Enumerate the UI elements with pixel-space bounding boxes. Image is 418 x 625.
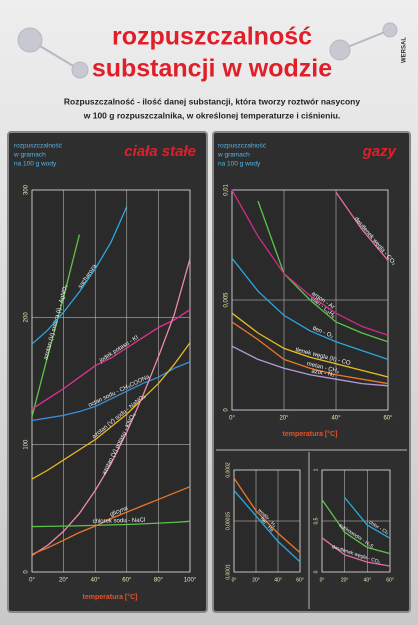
x-tick-label: 60° <box>386 577 394 583</box>
y-tick-label: 0 <box>224 408 230 412</box>
plot-area <box>31 189 191 573</box>
x-axis-label: temperatura [°C] <box>83 593 138 601</box>
x-tick-label: 40° <box>91 578 101 584</box>
series-line <box>335 191 389 261</box>
y-tick-label: 1 <box>313 468 319 471</box>
y-tick-label: 300 <box>24 184 30 195</box>
description-line: w 100 g rozpuszczalnika, w określonej te… <box>83 110 341 120</box>
y-tick-label: 0 <box>313 570 319 573</box>
panel-title: gazy <box>362 143 397 160</box>
description-line: Rozpuszczalność - ilość danej substancji… <box>64 96 360 106</box>
series-line <box>231 189 389 336</box>
series-line <box>31 309 191 410</box>
x-tick-label: 40° <box>364 577 372 583</box>
y-tick-label: 100 <box>24 439 30 450</box>
y-tick-label: 0,00015 <box>225 512 231 530</box>
series-line <box>31 206 128 345</box>
y-axis-label: rozpuszczalność <box>218 143 267 150</box>
x-tick-label: 60° <box>383 416 393 422</box>
x-axis-label: temperatura [°C] <box>283 430 338 438</box>
charts: ciała stałe rozpuszczalność w gramach na 10… <box>13 143 397 601</box>
series-label: azot - N₂ <box>311 369 336 379</box>
x-tick-label: 0° <box>229 416 235 422</box>
x-tick-label: 20° <box>341 577 349 583</box>
x-tick-label: 40° <box>274 577 282 583</box>
series-line <box>233 489 301 563</box>
title-line: rozpuszczalność <box>112 23 312 51</box>
x-tick-label: 20° <box>252 577 260 583</box>
series-line <box>321 537 391 567</box>
x-tick-label: 40° <box>331 416 341 422</box>
x-tick-label: 60° <box>296 577 304 583</box>
x-tick-label: 80° <box>154 578 164 584</box>
series-line <box>231 321 389 385</box>
title-line: substancji w wodzie <box>92 55 332 83</box>
y-tick-label: 0 <box>24 570 30 574</box>
series-line <box>31 486 191 555</box>
series-line <box>321 499 391 555</box>
y-tick-label: 0,005 <box>224 292 230 308</box>
y-tick-label: 0,0002 <box>225 462 231 478</box>
x-tick-label: 20° <box>59 578 69 584</box>
y-axis-label: w gramach <box>13 152 46 159</box>
series-line <box>231 345 389 387</box>
series-line <box>31 520 191 528</box>
series-line <box>233 477 301 554</box>
y-axis-label: na 100 g wody <box>14 161 57 168</box>
series-line <box>231 312 389 378</box>
panel-title: ciała stałe <box>124 143 196 160</box>
y-tick-label: 200 <box>24 312 30 323</box>
series-line <box>344 497 391 539</box>
y-axis-label: rozpuszczalność <box>14 143 63 150</box>
x-tick-label: 20° <box>279 416 289 422</box>
series-line <box>31 342 191 480</box>
y-axis-label: na 100 g wody <box>218 161 261 168</box>
y-tick-label: 0,0001 <box>225 564 231 580</box>
molecule-decoration <box>17 22 398 79</box>
series-line <box>31 234 81 417</box>
y-tick-label: 0,01 <box>224 184 230 196</box>
y-tick-label: 0,5 <box>313 517 319 524</box>
logo: WERSAL <box>402 37 408 63</box>
series-line <box>257 200 389 343</box>
x-tick-label: 100° <box>184 578 197 584</box>
x-tick-label: 0° <box>29 578 35 584</box>
series-line <box>31 258 191 556</box>
x-tick-label: 60° <box>122 578 132 584</box>
x-tick-label: 0° <box>232 577 237 583</box>
series-line <box>231 257 389 361</box>
y-axis-label: w gramach <box>217 152 250 159</box>
series-line <box>31 361 191 422</box>
x-tick-label: 0° <box>320 577 325 583</box>
series-label: chlorek sodu - NaCl <box>93 518 146 525</box>
